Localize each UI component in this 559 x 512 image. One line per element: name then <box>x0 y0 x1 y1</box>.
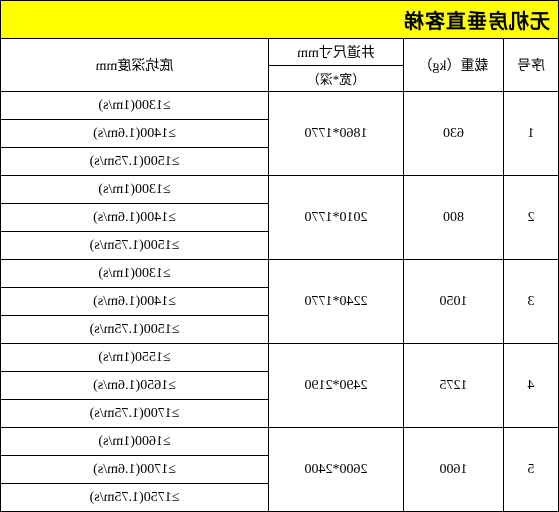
cell-load: 630 <box>404 92 504 176</box>
table-row: 28002010*1770≥1300(1m/s) <box>1 176 559 204</box>
spec-table: 序号 载重（kg） 井道尺寸mm 底坑深度mm （宽*深） 16301860*1… <box>0 38 559 512</box>
table-row: 412752490*2190≥1550(1m/s) <box>1 344 559 372</box>
title-bar: 无机房垂直客梯 <box>0 0 559 38</box>
cell-seq: 1 <box>504 92 559 176</box>
table-row: 310502240*1770≥1300(1m/s) <box>1 260 559 288</box>
cell-depth: ≥1300(1m/s) <box>1 92 269 120</box>
cell-depth: ≥1700(1.75m/s) <box>1 400 269 428</box>
page-title: 无机房垂直客梯 <box>403 11 550 33</box>
cell-depth: ≥1500(1.75m/s) <box>1 232 269 260</box>
cell-depth: ≥1300(1m/s) <box>1 176 269 204</box>
cell-dim: 2490*2190 <box>269 344 404 428</box>
cell-seq: 2 <box>504 176 559 260</box>
cell-load: 1600 <box>404 428 504 512</box>
cell-depth: ≥1300(1m/s) <box>1 260 269 288</box>
cell-dim: 2600*2400 <box>269 428 404 512</box>
cell-load: 800 <box>404 176 504 260</box>
cell-dim: 2010*1770 <box>269 176 404 260</box>
cell-depth: ≥1600(1m/s) <box>1 428 269 456</box>
cell-depth: ≥1500(1.75m/s) <box>1 316 269 344</box>
cell-depth: ≥1400(1.6m/s) <box>1 204 269 232</box>
cell-seq: 4 <box>504 344 559 428</box>
header-dim-sub: （宽*深） <box>269 66 404 92</box>
cell-depth: ≥1400(1.6m/s) <box>1 288 269 316</box>
header-dim: 井道尺寸mm <box>269 39 404 66</box>
cell-dim: 2240*1770 <box>269 260 404 344</box>
header-load: 载重（kg） <box>404 39 504 92</box>
cell-depth: ≥1700(1.6m/s) <box>1 456 269 484</box>
cell-depth: ≥1550(1m/s) <box>1 344 269 372</box>
cell-depth: ≥1400(1.6m/s) <box>1 120 269 148</box>
cell-depth: ≥1650(1.6m/s) <box>1 372 269 400</box>
header-seq: 序号 <box>504 39 559 92</box>
cell-seq: 5 <box>504 428 559 512</box>
header-depth: 底坑深度mm <box>1 39 269 92</box>
cell-load: 1275 <box>404 344 504 428</box>
header-row-1: 序号 载重（kg） 井道尺寸mm 底坑深度mm <box>1 39 559 66</box>
cell-dim: 1860*1770 <box>269 92 404 176</box>
cell-seq: 3 <box>504 260 559 344</box>
cell-depth: ≥1750(1.75m/s) <box>1 484 269 512</box>
table-row: 516002600*2400≥1600(1m/s) <box>1 428 559 456</box>
cell-load: 1050 <box>404 260 504 344</box>
cell-depth: ≥1500(1.75m/s) <box>1 148 269 176</box>
table-row: 16301860*1770≥1300(1m/s) <box>1 92 559 120</box>
